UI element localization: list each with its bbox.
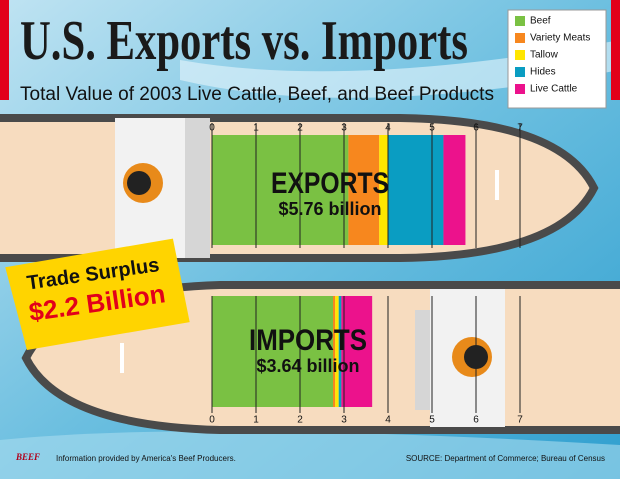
plot [212, 135, 466, 407]
bar-segment [212, 296, 333, 407]
ship-cabin [185, 118, 210, 258]
wave [0, 431, 620, 479]
bar-segment [379, 135, 388, 245]
bar-segment [348, 135, 380, 245]
annotation: Trade Surplus $2.2 Billion [5, 238, 190, 351]
legend-label: Beef [530, 16, 551, 27]
legend-label: Variety Meats [530, 33, 590, 44]
banner [5, 238, 190, 351]
source: SOURCE: Department of Commerce; Bureau o… [406, 454, 605, 463]
chart-title: U.S. Exports vs. Imports [20, 10, 468, 72]
logo: BEEF [15, 452, 40, 462]
edge-bar [0, 0, 9, 100]
legend-label: Hides [530, 67, 556, 78]
x-tick-label: 2 [297, 415, 303, 426]
bar-segment [333, 296, 336, 407]
bar-segment [335, 296, 339, 407]
bar-segment [388, 135, 444, 245]
total-label: $5.76 billion [278, 199, 381, 219]
x-tick-label: 3 [341, 415, 347, 426]
x-tick-label: 0 [209, 415, 215, 426]
bar-segment [341, 296, 373, 407]
bar-segment [338, 296, 342, 407]
chart-subtitle: Total Value of 2003 Live Cattle, Beef, a… [20, 84, 494, 105]
x-tick-label: 4 [385, 415, 391, 426]
x-tick-label: 7 [517, 415, 523, 426]
funnel [127, 171, 151, 195]
credit: Information provided by America's Beef P… [56, 454, 236, 463]
ship-cabin [415, 310, 430, 410]
x-tick-label: 1 [253, 415, 259, 426]
category-label: IMPORTS [249, 324, 367, 357]
legend-label: Tallow [530, 50, 559, 61]
bar-segment [212, 135, 349, 245]
edge-bar [611, 0, 620, 100]
x-tick-label: 6 [473, 415, 479, 426]
bar-segment [443, 135, 466, 245]
total-label: $3.64 billion [256, 356, 359, 376]
category-label: EXPORTS [271, 167, 389, 200]
legend-swatch [515, 33, 525, 43]
legend-swatch [515, 50, 525, 60]
legend-swatch [515, 67, 525, 77]
x-tick-label: 5 [429, 415, 435, 426]
legend-swatch [515, 84, 525, 94]
legend-swatch [515, 16, 525, 26]
legend-label: Live Cattle [530, 84, 578, 95]
